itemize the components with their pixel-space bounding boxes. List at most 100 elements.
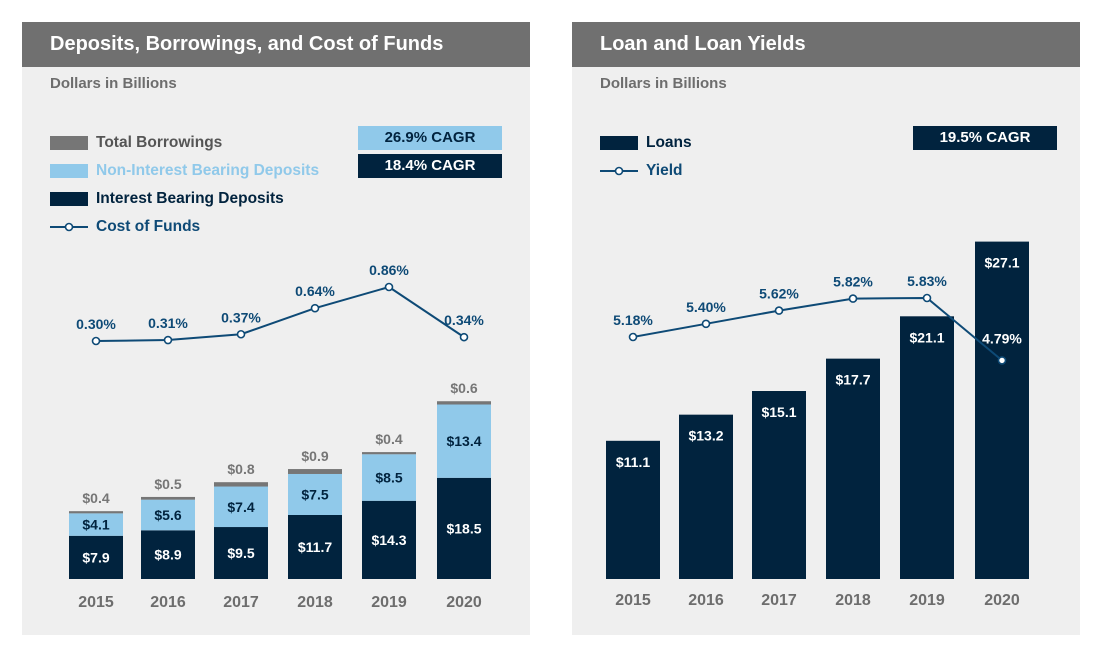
legend-label: Total Borrowings	[96, 134, 223, 151]
panel-subtitle: Dollars in Billions	[50, 75, 177, 92]
cagr-badge: 18.4% CAGR	[358, 154, 502, 178]
line-value-label: 0.37%	[221, 309, 261, 325]
legend-item: Cost of Funds	[50, 213, 319, 241]
line-point	[459, 332, 469, 342]
legend-label: Cost of Funds	[96, 218, 201, 235]
panel-title: Loan and Loan Yields	[572, 22, 1080, 67]
legend-swatch	[50, 192, 88, 206]
legend-swatch	[50, 164, 88, 178]
x-tick-label: 2020	[446, 594, 482, 611]
bar-value-label: $18.5	[446, 520, 481, 536]
bar-segment	[362, 454, 416, 501]
bar-value-label: $13.4	[446, 433, 481, 449]
bar-segment	[975, 241, 1029, 580]
line-point	[91, 336, 101, 346]
x-tick-label: 2018	[835, 592, 871, 609]
line-point	[922, 293, 932, 303]
bar-value-label: $9.5	[227, 545, 254, 561]
line-value-label: 5.18%	[613, 312, 653, 328]
bar-value-label: $0.5	[154, 476, 181, 492]
bar-segment	[362, 500, 416, 579]
legend-label: Yield	[646, 162, 683, 179]
legend-swatch	[600, 136, 638, 150]
bar-value-label: $21.1	[909, 329, 944, 345]
line-point	[384, 282, 394, 292]
bar-segment	[69, 511, 123, 514]
bar-segment	[214, 486, 268, 528]
bar-segment	[288, 515, 342, 579]
bar-segment	[437, 477, 491, 579]
line-value-label: 0.86%	[369, 262, 409, 278]
bar-value-label: $0.8	[227, 461, 254, 477]
bar-segment	[141, 499, 195, 531]
legend-swatch	[50, 136, 88, 150]
legend-item: Yield	[600, 157, 692, 185]
bar-segment	[69, 513, 123, 536]
x-tick-label: 2015	[78, 594, 114, 611]
bar-value-label: $13.2	[688, 428, 723, 444]
bar-value-label: $0.9	[301, 448, 328, 464]
bar-value-label: $11.7	[298, 539, 332, 555]
legend-line-swatch	[600, 166, 638, 176]
bar-segment	[900, 316, 954, 579]
x-tick-label: 2020	[984, 592, 1020, 609]
legend-item: Total Borrowings	[50, 129, 319, 157]
cagr-badge: 19.5% CAGR	[913, 126, 1057, 150]
x-tick-label: 2016	[688, 592, 724, 609]
line-point	[310, 303, 320, 313]
bar-value-label: $17.7	[835, 372, 870, 388]
line-series	[95, 285, 465, 342]
bar-value-label: $15.1	[761, 404, 796, 420]
line-value-label: 0.34%	[444, 312, 484, 328]
line-point	[163, 335, 173, 345]
legend-label: Non-Interest Bearing Deposits	[96, 162, 320, 179]
bar-segment	[362, 452, 416, 455]
bar-segment	[826, 358, 880, 579]
bar-value-label: $7.5	[301, 486, 328, 502]
legend-item: Loans	[600, 129, 692, 157]
bar-value-label: $4.1	[82, 517, 109, 533]
bar-value-label: $0.4	[82, 490, 109, 506]
line-point	[774, 306, 784, 315]
legend-item: Interest Bearing Deposits	[50, 185, 319, 213]
line-value-label: 4.79%	[982, 330, 1022, 346]
bar-value-label: $7.4	[227, 499, 254, 515]
line-point	[997, 356, 1007, 365]
line-value-label: 0.30%	[76, 316, 116, 332]
x-tick-label: 2019	[909, 592, 945, 609]
bar-segment	[437, 401, 491, 405]
bar-value-label: $7.9	[82, 549, 109, 565]
line-value-label: 0.31%	[148, 315, 188, 331]
bar-segment	[214, 482, 268, 487]
bar-segment	[752, 391, 806, 579]
bar-value-label: $0.4	[375, 431, 402, 447]
bar-value-label: $11.1	[616, 454, 650, 470]
panel-title: Deposits, Borrowings, and Cost of Funds	[22, 22, 530, 67]
line-point	[848, 294, 858, 303]
line-series	[632, 296, 1003, 362]
bar-value-label: $0.6	[450, 380, 477, 396]
bar-value-label: $5.6	[154, 507, 181, 523]
legend-label: Interest Bearing Deposits	[96, 190, 284, 207]
legend: Total Borrowings Non-Interest Bearing Dep…	[50, 129, 319, 241]
line-point	[236, 329, 246, 339]
panel-subtitle: Dollars in Billions	[600, 75, 727, 92]
bar-segment	[679, 414, 733, 579]
x-tick-label: 2015	[615, 592, 651, 609]
line-point	[701, 319, 711, 329]
bar-segment	[437, 404, 491, 478]
line-point	[628, 332, 638, 342]
line-value-label: 5.40%	[686, 299, 726, 315]
cagr-badge: 26.9% CAGR	[358, 126, 502, 150]
bar-segment	[214, 527, 268, 579]
legend: Loans Yield	[600, 129, 692, 185]
bar-segment	[69, 535, 123, 579]
bar-value-label: $8.5	[375, 470, 402, 486]
line-value-label: 5.82%	[833, 274, 873, 290]
legend-item: Non-Interest Bearing Deposits	[50, 157, 319, 185]
bar-value-label: $8.9	[154, 547, 181, 563]
legend-line-swatch	[50, 222, 88, 232]
bar-value-label: $27.1	[984, 255, 1019, 271]
bar-segment	[606, 440, 660, 579]
